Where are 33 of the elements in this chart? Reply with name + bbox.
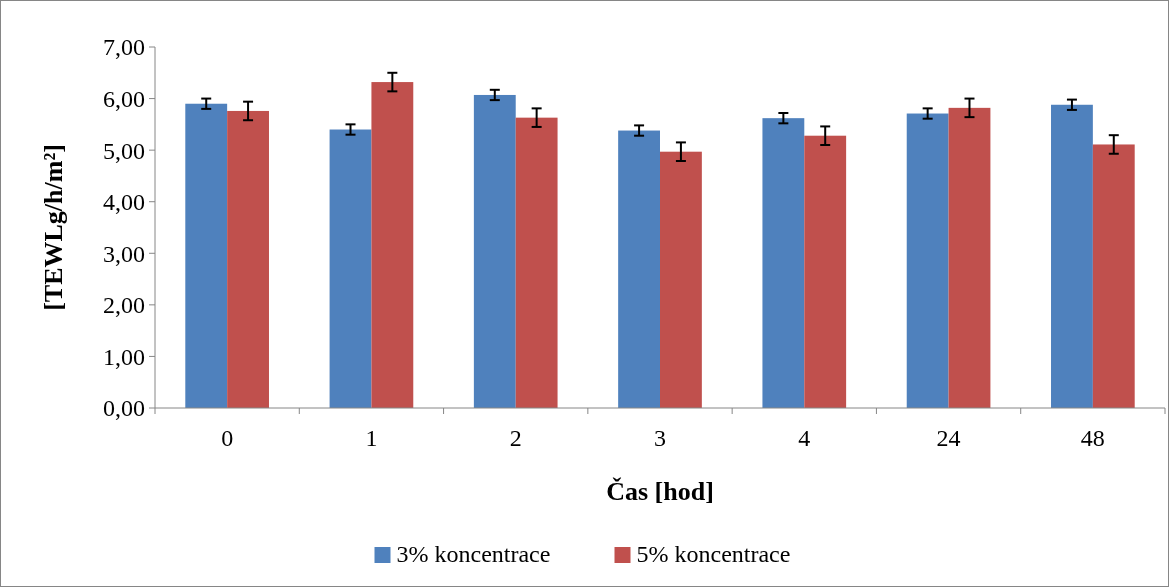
y-axis-title: [TEWLg/h/m²]	[39, 144, 68, 311]
bar	[660, 151, 702, 408]
bar	[618, 130, 660, 408]
y-tick-label: 5,00	[103, 137, 145, 164]
x-axis-title: Čas [hod]	[606, 477, 714, 506]
bar	[1051, 104, 1093, 408]
y-tick-label: 1,00	[103, 343, 145, 370]
x-tick-label: 48	[1080, 425, 1105, 451]
y-tick-label: 4,00	[103, 189, 145, 216]
bar	[185, 103, 228, 408]
x-tick-label: 2	[509, 425, 522, 451]
bar	[473, 94, 516, 408]
bar	[227, 110, 269, 408]
bar	[948, 107, 991, 408]
bar	[329, 129, 372, 408]
x-tick-label: 3	[654, 425, 666, 451]
x-tick-label: 0	[221, 425, 234, 451]
y-tick-label: 6,00	[103, 85, 145, 112]
y-tick-label: 7,00	[103, 34, 145, 61]
y-tick-label: 2,00	[103, 292, 145, 319]
bar	[515, 117, 558, 408]
x-tick-label: 1	[365, 425, 378, 451]
x-tick-label: 24	[936, 425, 961, 451]
bar	[762, 118, 805, 408]
bar	[906, 113, 949, 408]
x-tick-label: 4	[798, 425, 811, 451]
y-tick-label: 3,00	[103, 240, 145, 267]
y-tick-label: 0,00	[103, 395, 145, 422]
legend-label: 3% koncentrace	[396, 541, 551, 567]
bar	[1092, 144, 1135, 408]
legend-label: 5% koncentrace	[636, 541, 791, 567]
bar	[804, 135, 847, 408]
bar	[371, 82, 414, 408]
